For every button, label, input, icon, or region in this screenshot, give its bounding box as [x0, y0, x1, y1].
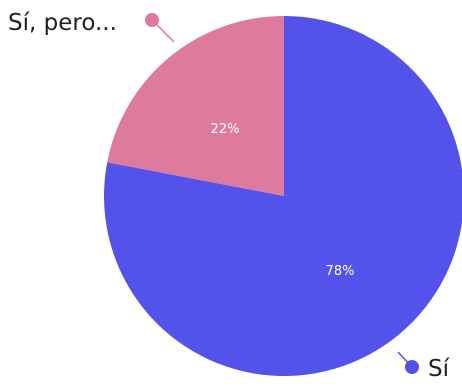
pie-slice-1 — [104, 16, 462, 376]
legend-label-1: Sí — [428, 356, 450, 382]
slice-value-label-1: 78% — [326, 264, 355, 279]
pie-slice-2 — [107, 16, 284, 196]
pie-slices — [104, 16, 462, 376]
pie-legend-labels: Sí Sí, pero... — [8, 10, 450, 382]
pie-value-labels: 78% 22% — [211, 122, 355, 279]
legend-dot-1 — [405, 360, 419, 374]
slice-value-label-2: 22% — [211, 122, 240, 137]
legend-label-2: Sí, pero... — [8, 10, 117, 36]
legend-dot-2 — [145, 13, 159, 27]
